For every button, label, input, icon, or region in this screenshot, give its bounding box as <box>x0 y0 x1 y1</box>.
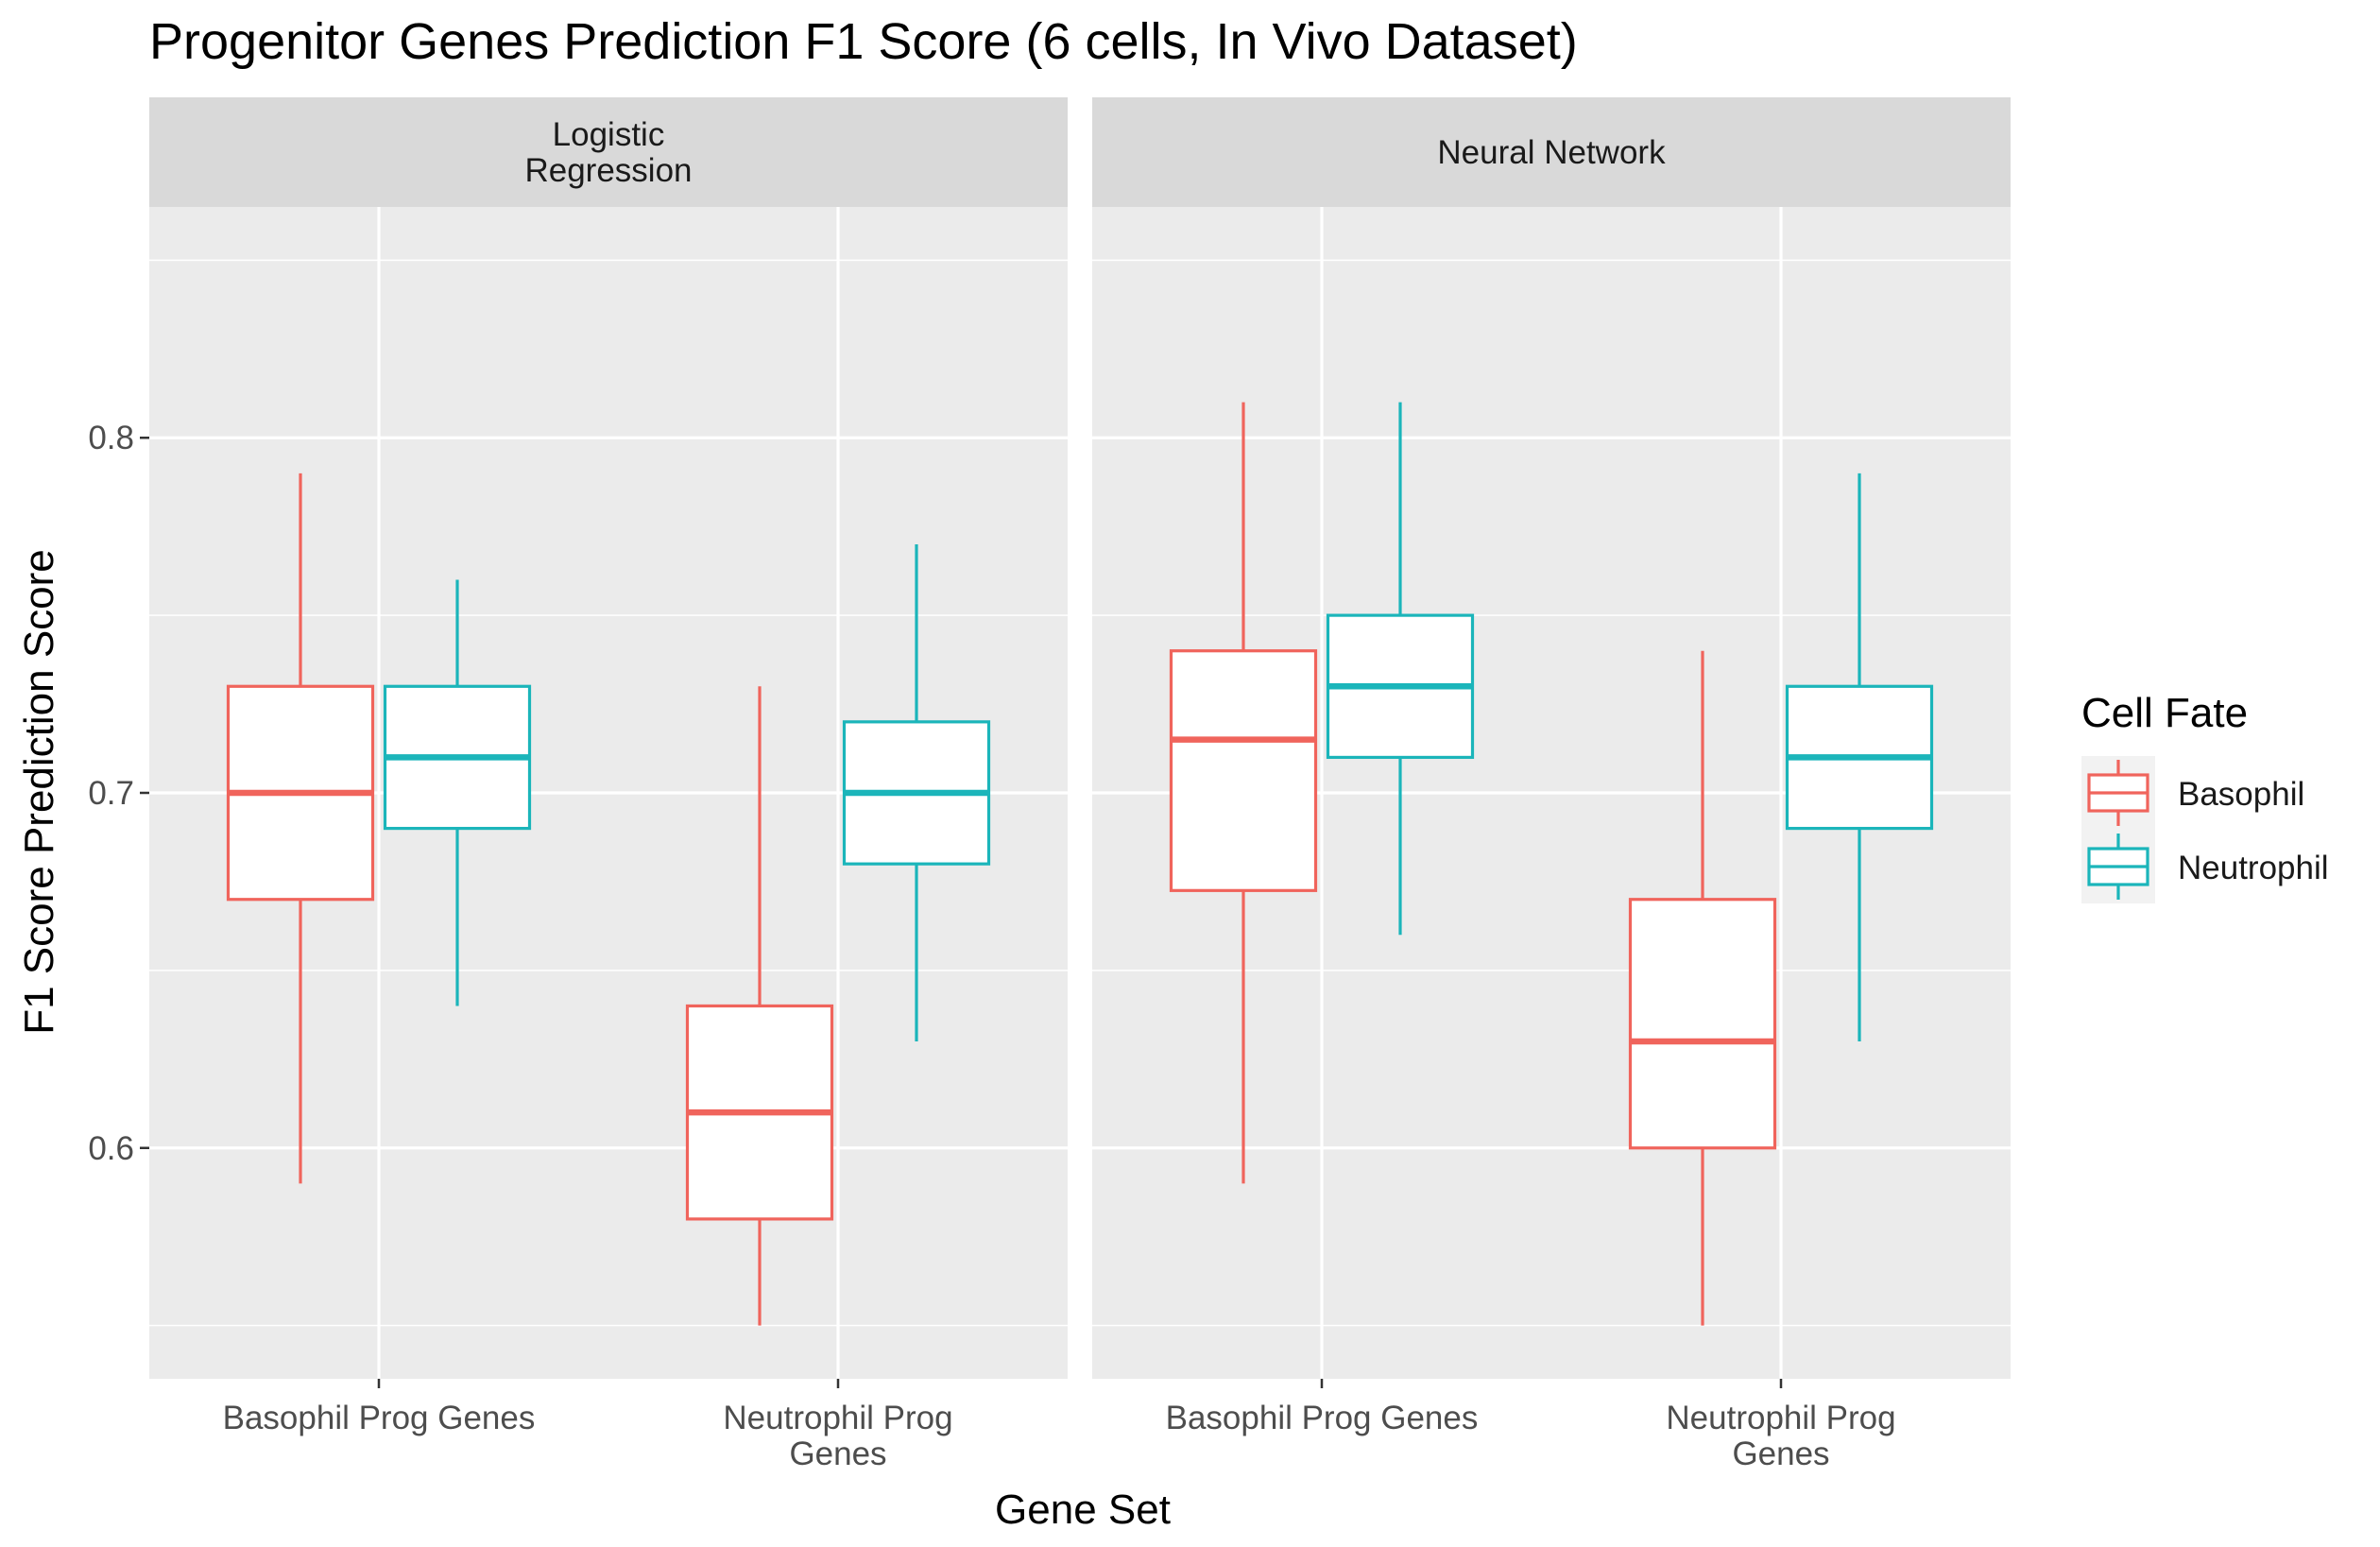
y-tick-label: 0.7 <box>88 775 134 812</box>
x-tick-label: Genes <box>1732 1435 1829 1472</box>
box-neutrophil <box>1785 473 1934 1042</box>
facet-strip <box>149 97 1068 207</box>
chart-title: Progenitor Genes Prediction F1 Score (6 … <box>149 13 1578 70</box>
box-body <box>1169 649 1318 892</box>
x-tick-label: Neutrophil Prog <box>1666 1400 1895 1436</box>
y-tick-label: 0.6 <box>88 1130 134 1167</box>
legend: Cell Fate Basophil Neutrophil <box>2081 690 2329 903</box>
facet-strip <box>1092 97 2011 207</box>
legend-label: Neutrophil <box>2178 850 2329 886</box>
facet-strip-label: Neural Network <box>1437 134 1666 171</box>
x-tick-label: Genes <box>789 1435 886 1472</box>
y-tick-label: 0.8 <box>88 420 134 456</box>
facet-strip-label: Regression <box>524 152 692 189</box>
x-axis-label: Gene Set <box>995 1487 1171 1533</box>
legend-label: Basophil <box>2178 776 2304 813</box>
y-axis-label: F1 Score Prediction Score <box>16 549 62 1035</box>
legend-title: Cell Fate <box>2081 690 2248 736</box>
x-tick-label: Neutrophil Prog <box>723 1400 952 1436</box>
x-tick-label: Basophil Prog Genes <box>1166 1400 1479 1436</box>
box-neutrophil <box>1326 402 1475 936</box>
box-neutrophil <box>383 579 532 1006</box>
legend-key <box>2081 756 2155 830</box>
box-basophil <box>1628 650 1777 1326</box>
facet-strip-label: Logistic <box>553 116 665 153</box>
box-basophil <box>685 686 834 1326</box>
facet-panel: Neural Network Basophil Prog Genes Neutrop… <box>1092 97 2011 1472</box>
x-tick-label: Basophil Prog Genes <box>223 1400 536 1436</box>
box-basophil <box>1169 402 1318 1184</box>
box-neutrophil <box>842 543 991 1042</box>
box-basophil <box>226 473 375 1184</box>
box-body <box>1628 898 1777 1150</box>
legend-key <box>2081 830 2155 903</box>
